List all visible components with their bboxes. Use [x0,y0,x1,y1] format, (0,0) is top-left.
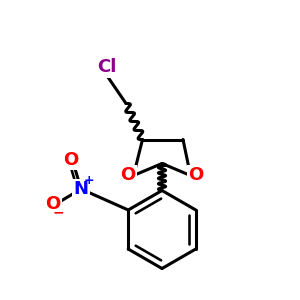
Text: O: O [45,195,60,213]
Text: O: O [188,167,203,184]
Text: N: N [74,180,88,198]
Text: −: − [52,205,64,219]
Text: O: O [121,167,136,184]
Text: +: + [84,174,95,187]
Text: Cl: Cl [97,58,116,76]
Text: O: O [63,151,78,169]
